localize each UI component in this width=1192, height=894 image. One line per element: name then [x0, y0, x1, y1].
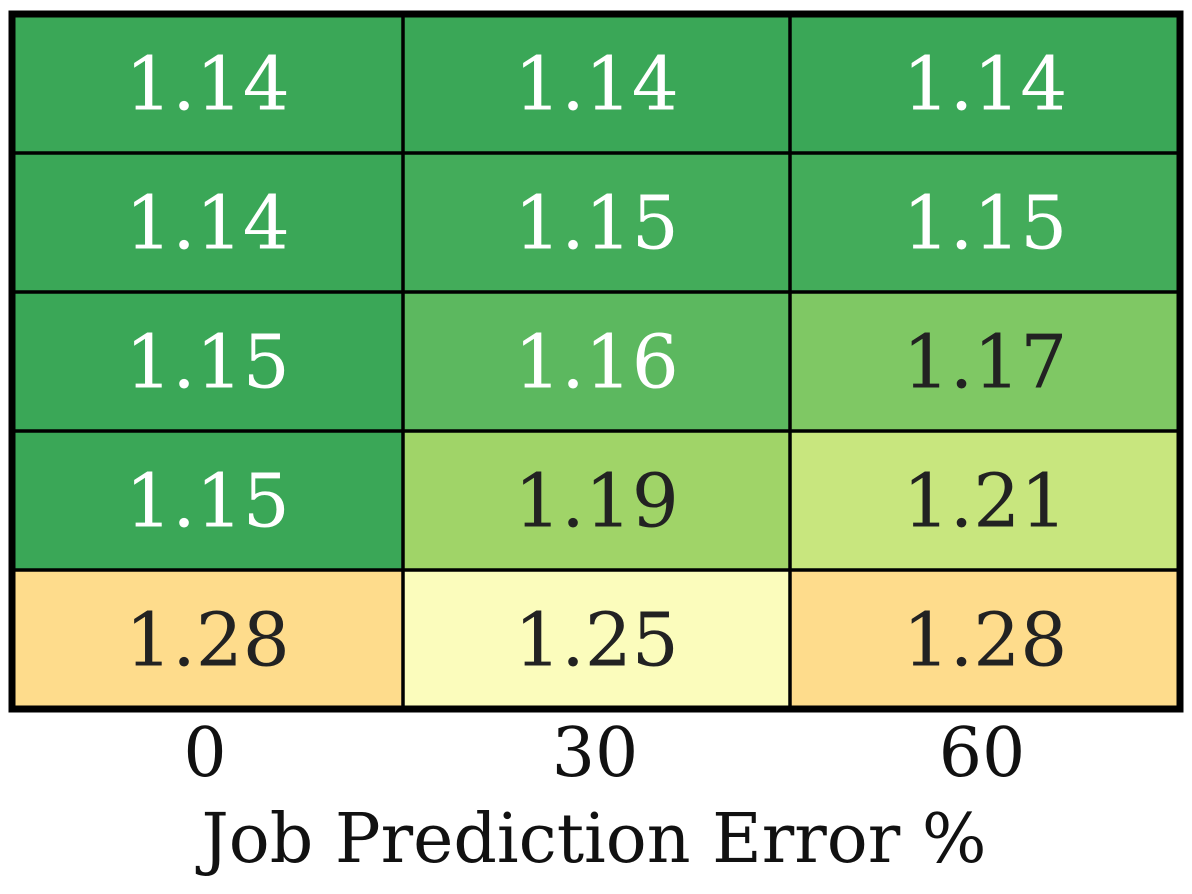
- x-axis-tick-labels: 0 30 60: [183, 714, 1025, 793]
- heatmap-cell: [12, 431, 403, 570]
- heatmap-cell-value: 1.28: [125, 598, 290, 684]
- heatmap-cell: [12, 14, 403, 153]
- heatmap-cell-value: 1.15: [903, 181, 1068, 267]
- heatmap-cell: [790, 292, 1180, 431]
- heatmap-cells: [12, 14, 1180, 709]
- heatmap-cell: [403, 431, 790, 570]
- heatmap-cell: [790, 570, 1180, 709]
- heatmap-cell: [403, 292, 790, 431]
- heatmap-cell: [790, 431, 1180, 570]
- x-tick-label: 30: [552, 714, 639, 793]
- heatmap-cell-value: 1.14: [514, 42, 679, 128]
- heatmap-cell-value: 1.19: [514, 459, 679, 545]
- x-tick-label: 0: [183, 714, 226, 793]
- heatmap-cell-value: 1.25: [514, 598, 679, 684]
- heatmap-cell: [790, 14, 1180, 153]
- heatmap-cell-value: 1.15: [125, 320, 290, 406]
- heatmap-cell: [12, 570, 403, 709]
- heatmap-cell: [403, 14, 790, 153]
- heatmap-cell: [403, 570, 790, 709]
- heatmap-cell-value: 1.17: [903, 320, 1068, 406]
- heatmap-cell-value: 1.16: [514, 320, 679, 406]
- heatmap-cell-value: 1.15: [514, 181, 679, 267]
- x-tick-label: 60: [939, 714, 1026, 793]
- heatmap-cell: [12, 153, 403, 292]
- heatmap-cell: [403, 153, 790, 292]
- heatmap-cell-value: 1.14: [125, 42, 290, 128]
- heatmap-cell-value: 1.14: [125, 181, 290, 267]
- heatmap-cell-value: 1.21: [903, 459, 1068, 545]
- heatmap-cell: [790, 153, 1180, 292]
- heatmap-frame: [8, 10, 1184, 713]
- heatmap-cell-value: 1.28: [903, 598, 1068, 684]
- heatmap-cell-labels: 1.14 1.14 1.14 1.14 1.15 1.15 1.15 1.16 1.17 1.15…: [125, 42, 1067, 684]
- x-axis-title: Job Prediction Error %: [196, 800, 987, 879]
- heatmap-gridlines: [12, 14, 1180, 709]
- heatmap-cell-value: 1.14: [903, 42, 1068, 128]
- heatmap-cell-value: 1.15: [125, 459, 290, 545]
- heatmap-cell: [12, 292, 403, 431]
